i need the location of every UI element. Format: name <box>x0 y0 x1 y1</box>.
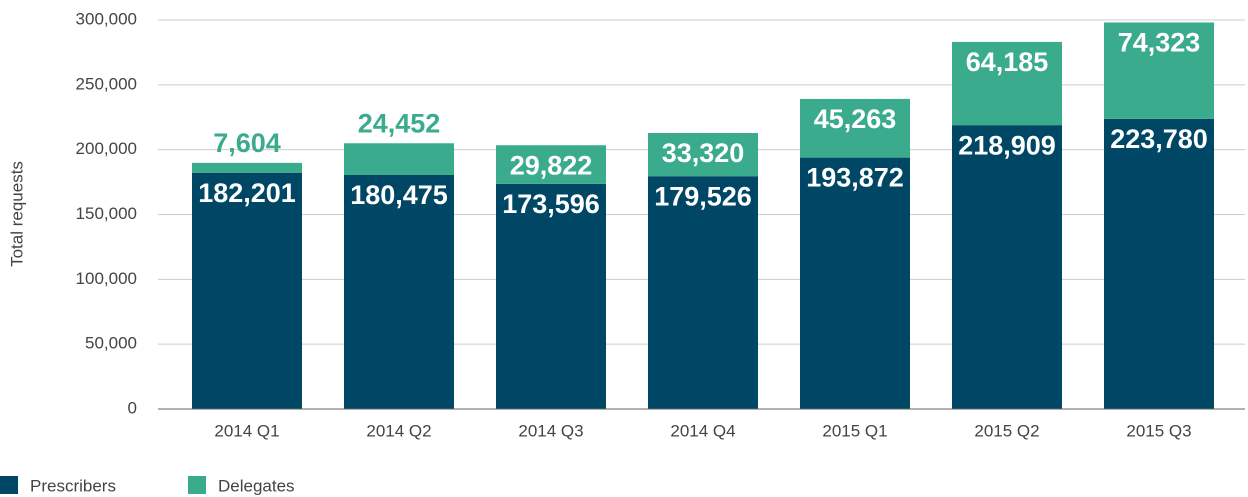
data-label: 182,201 <box>198 178 296 208</box>
data-label: 33,320 <box>662 138 745 168</box>
y-tick-label: 100,000 <box>76 269 137 288</box>
y-tick-label: 50,000 <box>85 334 137 353</box>
x-tick-label: 2015 Q1 <box>822 421 887 440</box>
data-label: 223,780 <box>1110 124 1208 154</box>
x-tick-label: 2014 Q4 <box>670 421 735 440</box>
bar-segment <box>952 41 1062 126</box>
bar-segment <box>192 172 302 409</box>
bar-segment <box>496 145 606 184</box>
data-label: 45,263 <box>814 104 897 134</box>
x-tick-label: 2015 Q2 <box>974 421 1039 440</box>
x-tick-label: 2014 Q3 <box>518 421 583 440</box>
x-tick-label: 2014 Q1 <box>214 421 279 440</box>
data-label: 173,596 <box>502 189 600 219</box>
data-label: 179,526 <box>654 181 752 211</box>
bar-segment <box>952 125 1062 409</box>
data-label: 24,452 <box>358 108 441 138</box>
bar-segment <box>192 162 302 173</box>
y-tick-label: 200,000 <box>76 139 137 158</box>
y-axis-title: Total requests <box>7 161 26 267</box>
bar-segment <box>800 157 910 409</box>
data-label: 64,185 <box>966 47 1049 77</box>
data-label: 180,475 <box>350 180 448 210</box>
bar-segment <box>1104 22 1214 119</box>
x-tick-label: 2015 Q3 <box>1126 421 1191 440</box>
data-label: 218,909 <box>958 130 1056 160</box>
data-label: 74,323 <box>1118 28 1201 58</box>
bar-segment <box>344 174 454 409</box>
legend-swatch <box>0 476 18 494</box>
bar-segment <box>648 133 758 177</box>
legend-label: Prescribers <box>30 476 116 495</box>
bar-segment <box>344 143 454 175</box>
y-tick-label: 250,000 <box>76 74 137 93</box>
bar-segment <box>648 176 758 409</box>
y-tick-label: 150,000 <box>76 204 137 223</box>
legend-label: Delegates <box>218 476 295 495</box>
bar-segment <box>800 98 910 158</box>
bar-segment <box>496 183 606 409</box>
data-label: 193,872 <box>806 163 904 193</box>
y-tick-label: 0 <box>128 398 137 417</box>
bar-segment <box>1104 118 1214 409</box>
x-tick-label: 2014 Q2 <box>366 421 431 440</box>
data-label: 29,822 <box>510 150 593 180</box>
legend-swatch <box>188 476 206 494</box>
data-label: 7,604 <box>213 128 281 158</box>
y-tick-label: 300,000 <box>76 9 137 28</box>
